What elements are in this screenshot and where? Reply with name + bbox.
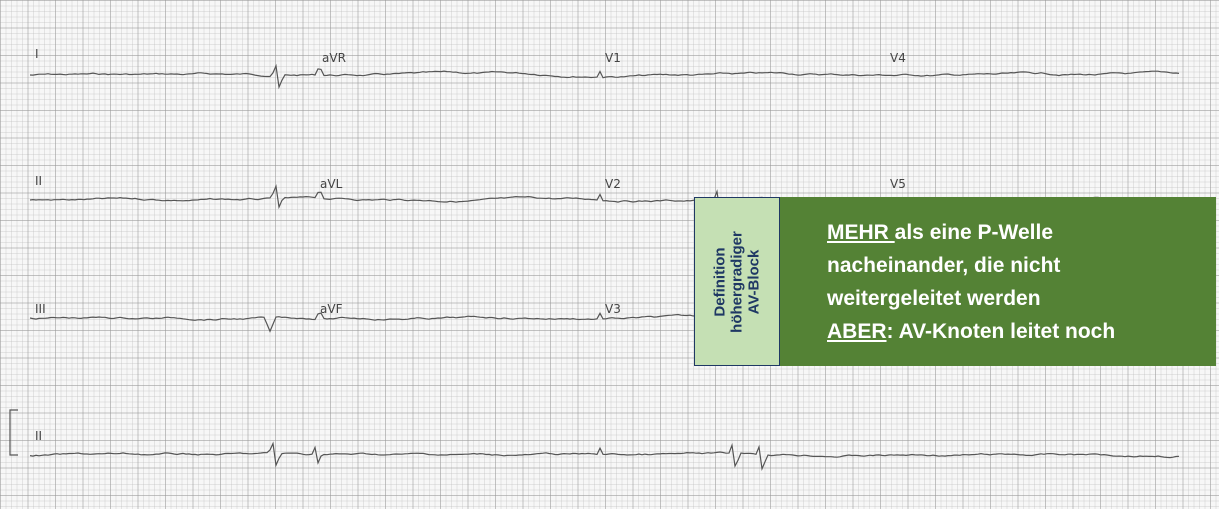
text-run: als eine P-Welle bbox=[895, 221, 1053, 244]
text-line: ABER: AV-Knoten leitet noch bbox=[827, 315, 1115, 348]
calibration-mark bbox=[10, 410, 18, 455]
lead-label: II bbox=[35, 429, 42, 443]
text-run: weitergeleitet werden bbox=[827, 287, 1041, 310]
text-run: nacheinander, die nicht bbox=[827, 254, 1060, 277]
text-run: : AV-Knoten leitet noch bbox=[887, 320, 1116, 343]
ecg-trace bbox=[30, 444, 1179, 469]
label-line: Definition bbox=[712, 231, 729, 333]
definition-box: MEHR als eine P-Welle nacheinander, die n… bbox=[780, 197, 1216, 366]
text-run: MEHR bbox=[827, 221, 895, 244]
text-line: MEHR als eine P-Welle bbox=[827, 216, 1115, 249]
page: IaVR V1 V4 II aVL V2 V5 III aVF V3 II Definitionhö… bbox=[0, 0, 1219, 509]
text-line: nacheinander, die nicht bbox=[827, 249, 1115, 282]
lead-label: aVF bbox=[320, 302, 343, 316]
text-run: ABER bbox=[827, 320, 887, 343]
label-line: AV-Block bbox=[746, 231, 763, 333]
lead-label: V1 bbox=[605, 51, 621, 65]
lead-label: aVR bbox=[322, 51, 346, 65]
lead-label: V5 bbox=[890, 177, 906, 191]
ecg-trace bbox=[30, 66, 1179, 87]
lead-label: V3 bbox=[605, 302, 621, 316]
definition-text: MEHR als eine P-Welle nacheinander, die n… bbox=[827, 216, 1115, 348]
lead-label: III bbox=[35, 302, 46, 316]
lead-label: aVL bbox=[320, 177, 343, 191]
lead-label: II bbox=[35, 174, 42, 188]
lead-label: V4 bbox=[890, 51, 906, 65]
lead-label: V2 bbox=[605, 177, 621, 191]
lead-label: I bbox=[35, 47, 39, 61]
text-line: weitergeleitet werden bbox=[827, 282, 1115, 315]
label-line: höhergradiger bbox=[729, 231, 746, 333]
